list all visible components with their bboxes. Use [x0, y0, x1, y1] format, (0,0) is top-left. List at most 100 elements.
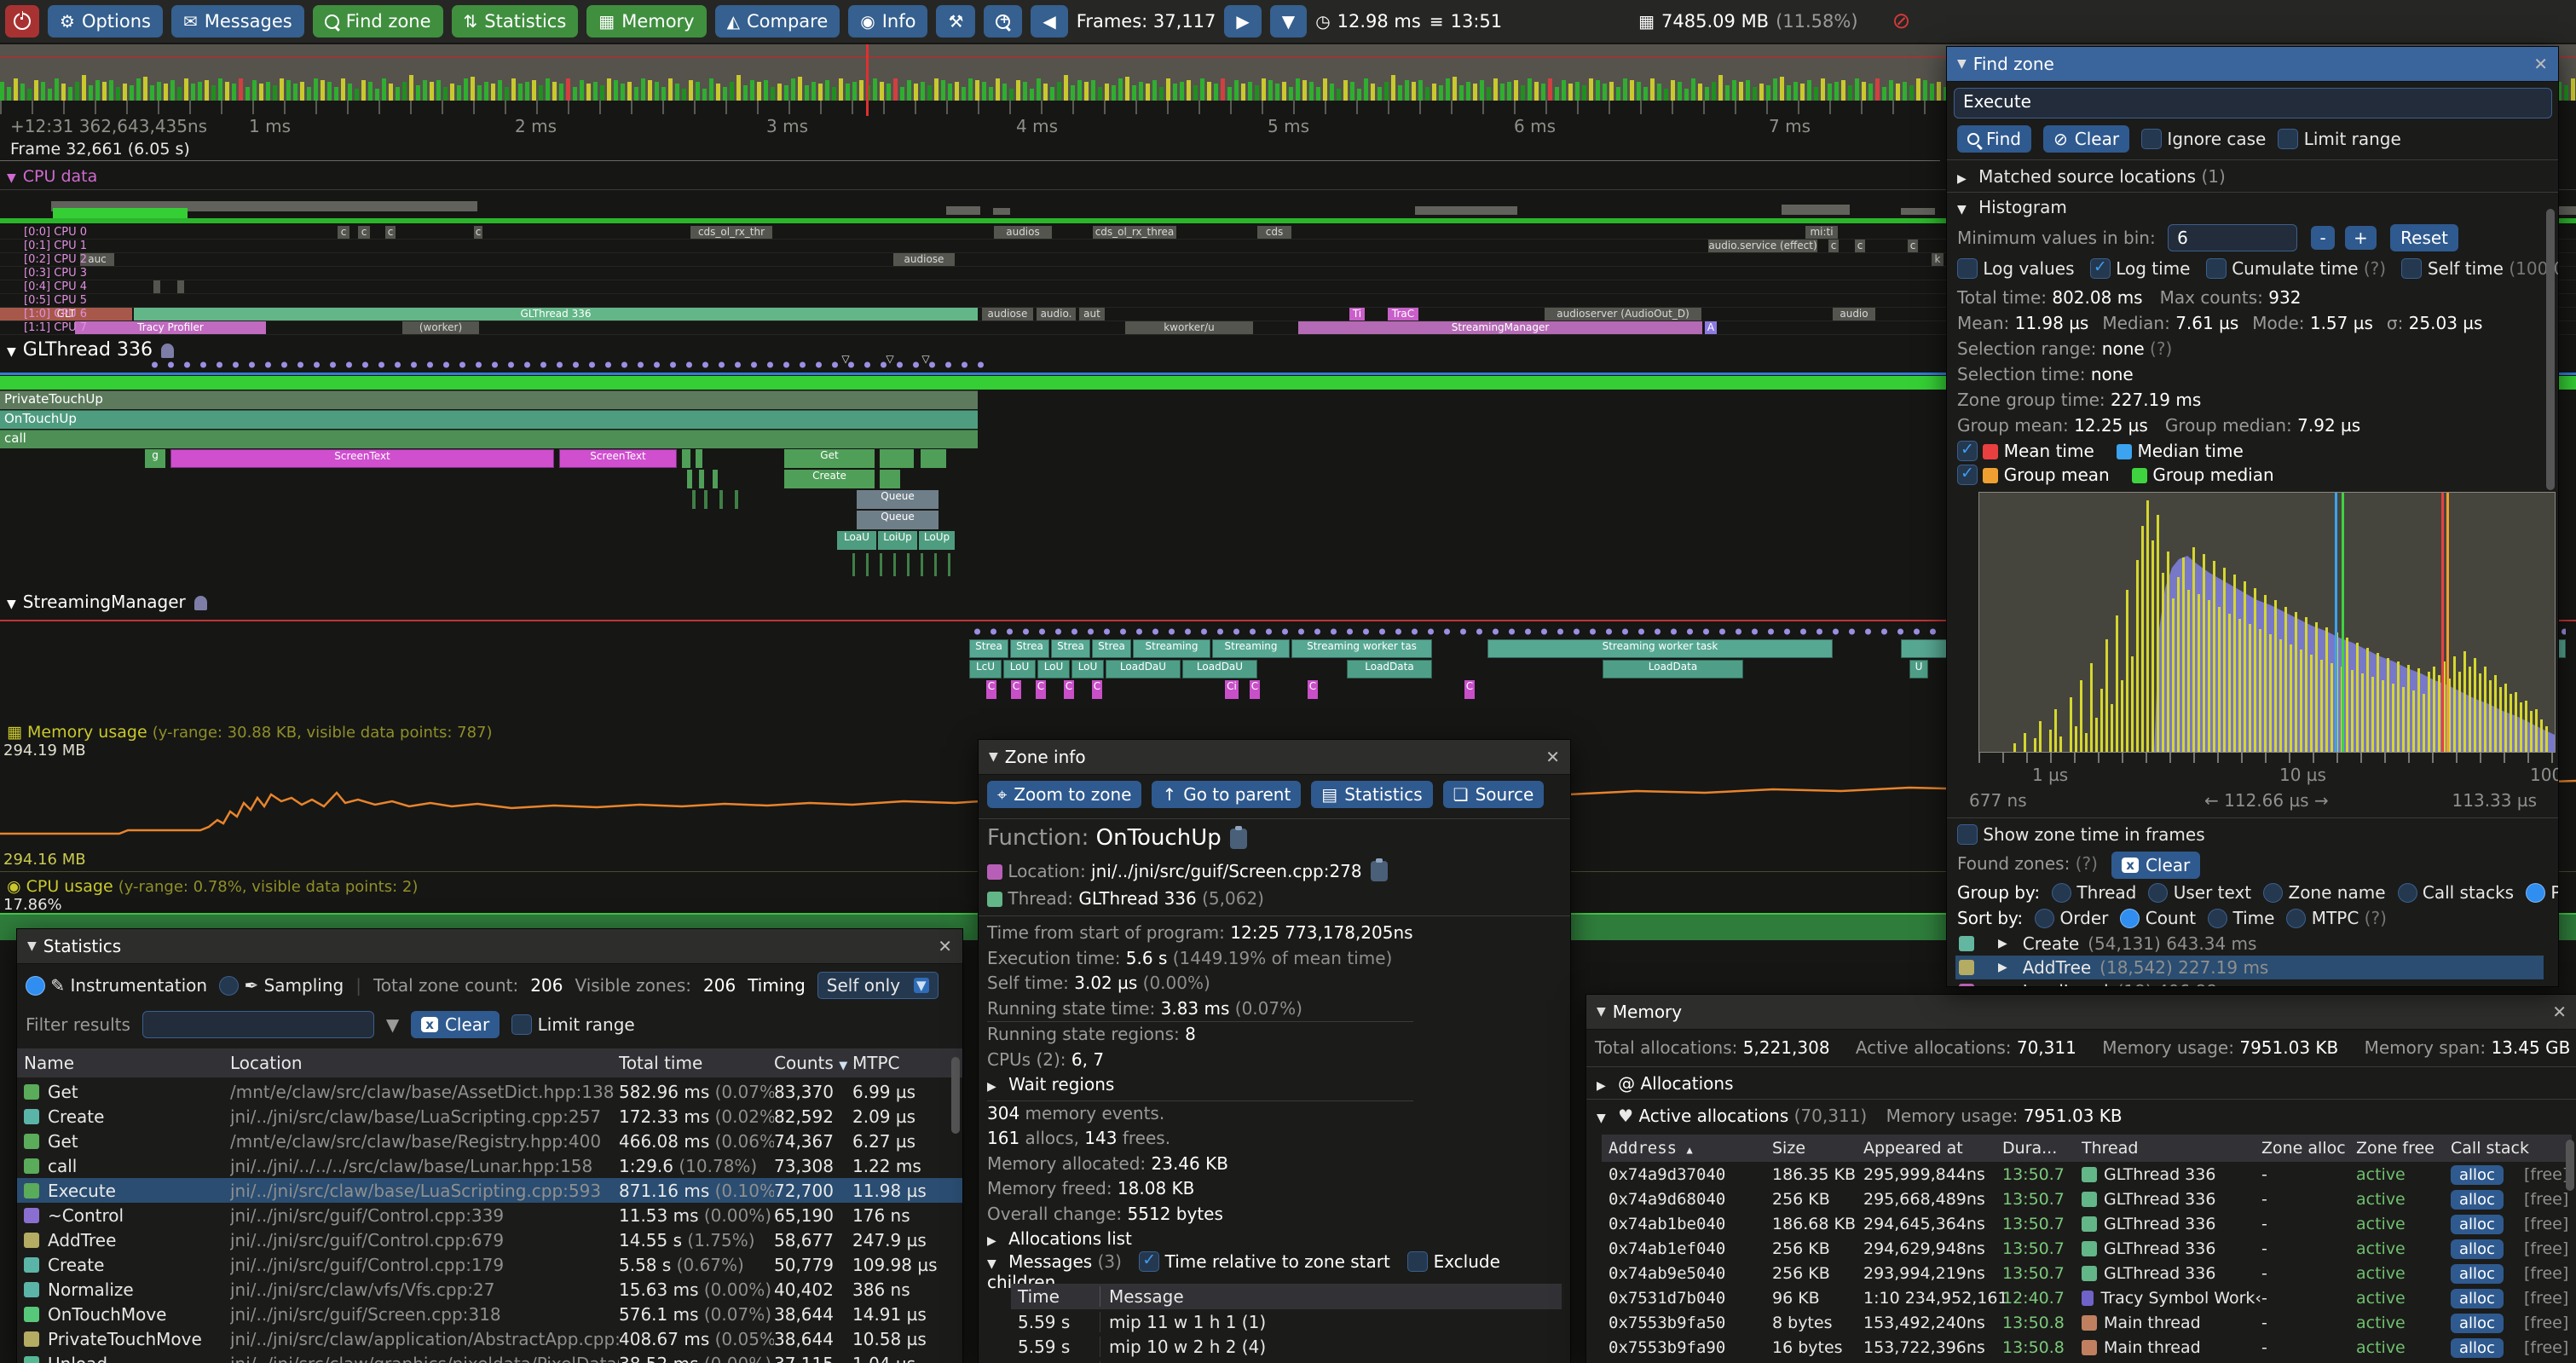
allocation-row[interactable]: 0x74ab1be040 186.68 KB 294,645,364ns 13:50.… [1609, 1214, 2569, 1234]
group-by-call-stacks[interactable]: Call stacks [2397, 882, 2514, 903]
zone-queue[interactable]: Queue [857, 511, 939, 529]
zone-loau[interactable]: LoaU [837, 531, 876, 550]
messages-expander[interactable]: ▼ Messages (3) Time relative to zone sta… [987, 1250, 1570, 1292]
sort-by-count[interactable]: Count [2120, 908, 2196, 928]
message-row[interactable]: 5.59 s mip 11 w 1 h 1 (1) [1018, 1311, 1267, 1332]
stats-row-~control[interactable]: ~Control jni/../jni/src/guif/Control.cpp:… [17, 1203, 962, 1227]
zone-strea[interactable]: Strea [969, 639, 1008, 658]
zone-bar[interactable]: audio. [1037, 308, 1076, 321]
zone-band-call[interactable]: call [0, 430, 978, 448]
cpu-core-label[interactable]: [0:2] CPU 2 [24, 253, 88, 266]
zone-band-ontouchup[interactable]: OnTouchUp [0, 410, 978, 429]
zone-bar[interactable] [880, 470, 900, 488]
zone-bar[interactable] [0, 218, 2576, 223]
zone-create[interactable]: Create [784, 470, 875, 488]
zone-bar[interactable] [692, 490, 696, 509]
ignore-case-checkbox[interactable]: Ignore case [2141, 129, 2266, 149]
memory-titlebar[interactable]: ▼ Memory ✕ [1586, 995, 2576, 1030]
zone-bar[interactable]: GLThread 336 [134, 308, 978, 321]
messages-table-header[interactable]: Time Message [1011, 1284, 1562, 1309]
zone-c[interactable]: C [1308, 680, 1318, 699]
stats-row-unload[interactable]: Unloadjni/../jni/src/claw/graphics/pixel… [17, 1351, 962, 1363]
zone-loup[interactable]: LoUp [919, 531, 955, 550]
zone-bar[interactable] [946, 206, 980, 215]
sort-by-mtpc[interactable]: MTPC [2286, 908, 2359, 928]
zone-bar[interactable] [704, 490, 708, 509]
alloc-button[interactable]: alloc [2451, 1239, 2504, 1259]
memory-usage-graph[interactable] [0, 738, 2576, 866]
zone-bar[interactable]: cds [1257, 226, 1291, 239]
instrumentation-radio[interactable]: ✎ Instrumentation [26, 975, 207, 996]
zone-bar[interactable]: Ti [1349, 308, 1365, 321]
zone-queue[interactable]: Queue [857, 490, 939, 509]
zone-bar[interactable]: aut [1079, 308, 1105, 321]
funnel-icon[interactable]: ▼ [385, 1014, 400, 1035]
stats-row-ontouchmove[interactable]: OnTouchMove jni/../jni/src/guif/Screen.cp… [17, 1302, 962, 1326]
zone-bar[interactable]: TraC [1388, 308, 1418, 321]
zone-streaming[interactable]: Streaming [1133, 639, 1210, 658]
zone-loaddau[interactable]: LoadDaU [1106, 660, 1181, 679]
find-button[interactable]: Find [1957, 125, 2031, 153]
cpu-core-label[interactable]: [1:0] CPU 6 [24, 308, 88, 321]
cpu-core-label[interactable]: [0:5] CPU 5 [24, 294, 88, 307]
stats-scrollbar[interactable] [951, 1057, 960, 1134]
zone-bar[interactable] [719, 490, 723, 509]
close-icon[interactable]: ✕ [938, 936, 952, 956]
zone-bar[interactable] [1901, 208, 1935, 215]
zone-bar[interactable]: c [474, 226, 482, 239]
zone-bar[interactable]: cds_ol_rx_thr [690, 226, 772, 239]
zone-bar[interactable] [993, 208, 1010, 215]
zone-lcu[interactable]: LcU [969, 660, 1002, 679]
statistics-titlebar[interactable]: ▼ Statistics ✕ [17, 929, 962, 964]
zone-bar[interactable]: audioserver (AudioOut_D) [1545, 308, 1701, 321]
group-by-parent[interactable]: Parent [2526, 882, 2558, 903]
zone-bar[interactable]: Tracy Profiler [75, 321, 266, 334]
stats-row-call[interactable]: call jni/../jni/../../../src/claw/base/Lu… [17, 1153, 962, 1178]
filter-input[interactable] [142, 1011, 374, 1038]
zone-bar[interactable] [907, 553, 910, 576]
zone-c[interactable]: C [1250, 680, 1260, 699]
zoom-to-zone-button[interactable]: ⌖ Zoom to zone [987, 781, 1142, 808]
stats-row-create[interactable]: Create jni/../jni/src/guif/Control.cpp:17… [17, 1252, 962, 1277]
zone-loaddau[interactable]: LoadDaU [1182, 660, 1257, 679]
group-by-thread[interactable]: Thread [2052, 882, 2136, 903]
power-button[interactable] [5, 5, 39, 38]
next-frame-button[interactable]: ▶ [1224, 5, 1262, 38]
zone-c[interactable]: C [1011, 680, 1021, 699]
alloc-button[interactable]: alloc [2451, 1164, 2504, 1185]
allocation-row[interactable]: 0x7531d7b040 96 KB 1:10 234,952,161 12:40.7… [1609, 1288, 2569, 1308]
zone-band-privatetouchup[interactable]: PrivateTouchUp [0, 390, 978, 409]
zone-streaming-worker-task[interactable]: Streaming worker task [1487, 639, 1833, 658]
statistics-button[interactable]: ▤ Statistics [1311, 781, 1433, 808]
histogram-expander[interactable]: ▼ Histogram [1957, 197, 2067, 217]
zone-bar[interactable] [866, 553, 869, 576]
clear-button[interactable]: ⊘ Clear [2042, 125, 2130, 153]
mean-time-checkbox[interactable] [1957, 440, 1978, 461]
zone-bar[interactable]: k [1932, 253, 1944, 266]
zone-bar[interactable]: audiose [893, 253, 955, 266]
log-values-checkbox[interactable]: Log values [1957, 258, 2075, 279]
zone--[interactable]: ▽ [841, 353, 850, 365]
info-button[interactable]: ◉ Info [848, 5, 928, 38]
reset-button[interactable]: Reset [2390, 224, 2459, 251]
stats-row-create[interactable]: Create jni/../jni/src/claw/base/LuaScript… [17, 1104, 962, 1129]
cumulate-time-checkbox[interactable]: Cumulate time [2205, 258, 2359, 279]
zone-bar[interactable] [2553, 206, 2576, 215]
zone-bar[interactable] [699, 470, 704, 488]
zone-bar[interactable] [696, 449, 702, 468]
zone-bar[interactable]: c [338, 226, 349, 239]
zone-bar[interactable]: mi:ti [1805, 226, 1838, 239]
find-zone-scrollbar[interactable] [2546, 209, 2555, 490]
find-zone-button[interactable]: Find zone [312, 5, 443, 38]
zone-bar[interactable]: c [1855, 240, 1865, 252]
sort-by-time[interactable]: Time [2208, 908, 2274, 928]
find-zone-titlebar[interactable]: ▼ Find zone ✕ [1947, 47, 2558, 82]
zone-bar[interactable]: c [358, 226, 370, 239]
zone-bar[interactable] [880, 449, 914, 468]
stats-row-get[interactable]: Get/mnt/e/claw/src/claw/base/Registry.hp… [17, 1129, 962, 1153]
message-row[interactable]: 5.59 s mip 10 w 2 h 2 (4) [1018, 1336, 1267, 1357]
close-icon[interactable]: ✕ [2533, 54, 2548, 74]
timing-select[interactable]: Self only ▼ [817, 972, 939, 999]
minus-button[interactable]: - [2311, 226, 2335, 250]
zone-c[interactable]: C [1036, 680, 1046, 699]
